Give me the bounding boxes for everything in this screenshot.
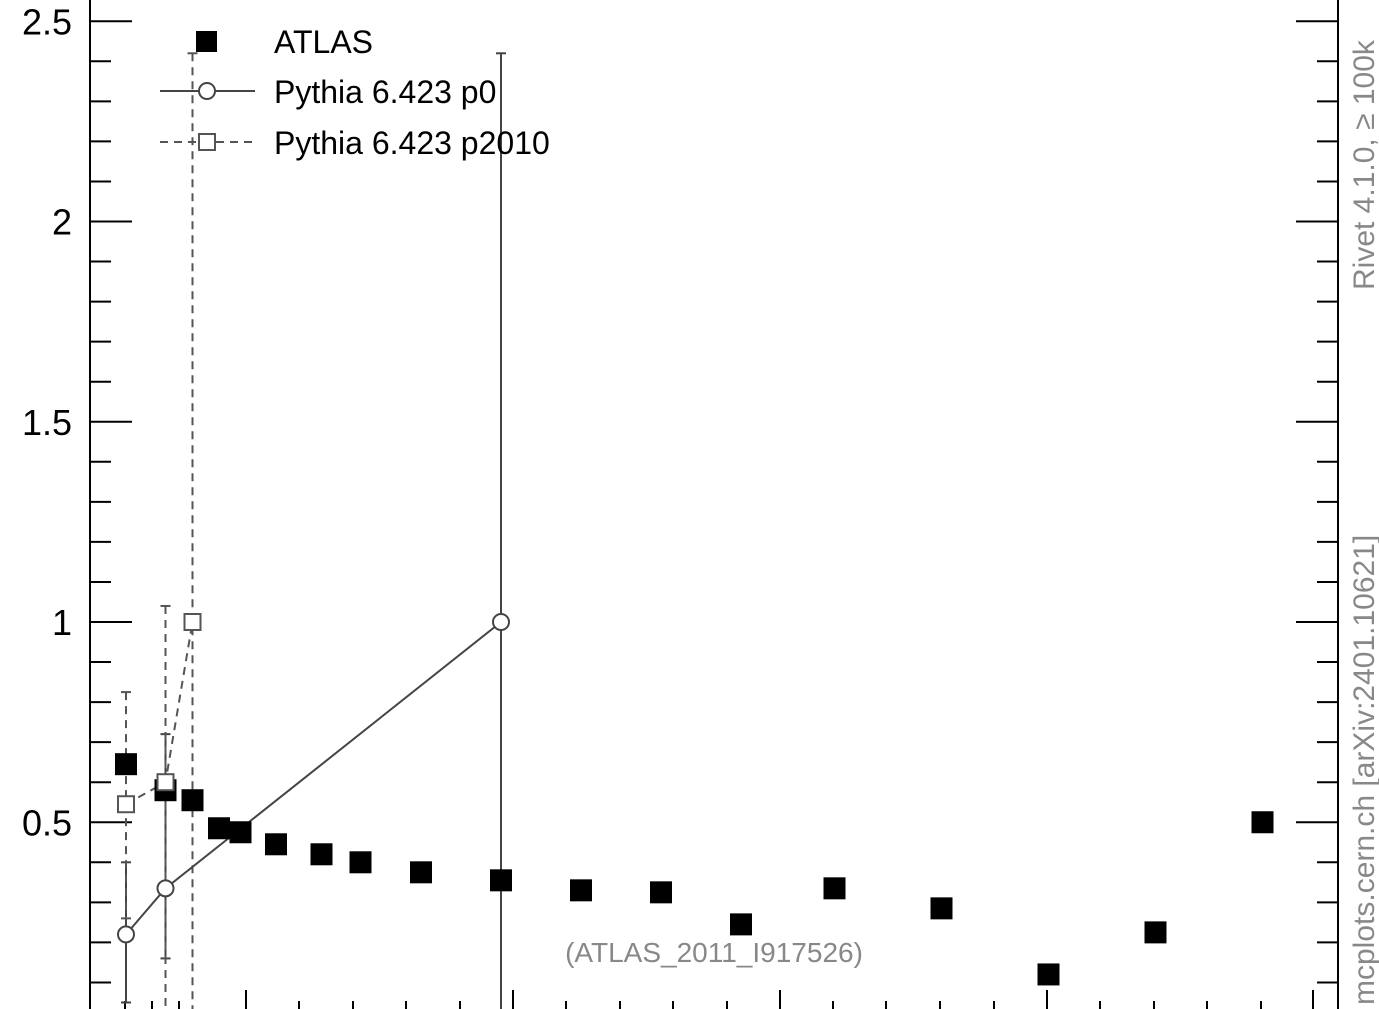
y-tick-label: 0.5 — [22, 802, 72, 843]
atlas-data-point — [730, 913, 752, 936]
rivet-version-label: Rivet 4.1.0, ≥ 100k — [1348, 39, 1379, 290]
pythia-p0-point — [156, 879, 175, 898]
atlas-data-point — [823, 877, 846, 900]
y-tick-label: 1.5 — [22, 402, 72, 443]
y-tick-label: 1 — [52, 602, 72, 643]
atlas-data-point — [208, 817, 230, 840]
atlas-data-point — [229, 821, 252, 844]
atlas-data-point — [930, 897, 953, 920]
atlas-data-point — [1251, 811, 1274, 834]
legend-entry-label: Pythia 6.423 p0 — [274, 74, 496, 110]
legend-p2010-marker — [198, 133, 216, 151]
legend-entry-label: ATLAS — [274, 24, 373, 60]
y-tick-label: 2 — [52, 202, 72, 243]
atlas-data-point — [115, 753, 137, 776]
atlas-data-point — [310, 843, 333, 866]
pythia-p2010-point — [117, 795, 135, 814]
legend-entry-label: Pythia 6.423 p2010 — [274, 125, 550, 161]
pythia-p0-point — [117, 925, 135, 944]
error-bars — [121, 52, 506, 1009]
mcplots-reference-label: mcplots.cern.ch [arXiv:2401.10621] — [1348, 535, 1379, 1005]
atlas-data-point — [265, 833, 287, 856]
x-axis-ticks — [124, 990, 1314, 1009]
atlas-data-point — [1037, 963, 1060, 986]
analysis-id-annotation: (ATLAS_2011_I917526) — [565, 937, 863, 968]
plot-frame — [89, 0, 1339, 1009]
legend-atlas-marker — [196, 31, 217, 52]
atlas-data-point — [349, 851, 372, 874]
atlas-data-point — [650, 881, 672, 904]
atlas-data-point — [490, 869, 512, 892]
series-lines — [125, 621, 502, 936]
pythia-p2010-point — [156, 773, 175, 792]
atlas-data-point — [410, 861, 432, 884]
data-markers — [115, 613, 1274, 986]
atlas-data-point — [1144, 921, 1167, 944]
legend: ATLAS Pythia 6.423 p0 Pythia 6.423 p2010 — [160, 24, 550, 161]
atlas-data-point — [181, 789, 204, 812]
pythia-p0-point — [492, 613, 510, 631]
y-tick-label: 2.5 — [22, 1, 72, 42]
legend-p0-marker — [198, 82, 216, 100]
atlas-data-point — [570, 879, 592, 902]
pythia-p2010-point — [183, 613, 202, 631]
y-axis-ticks: 2.5 2 1.5 1 0.5 — [22, 1, 1338, 984]
series-line-pythia-p0 — [125, 621, 502, 936]
